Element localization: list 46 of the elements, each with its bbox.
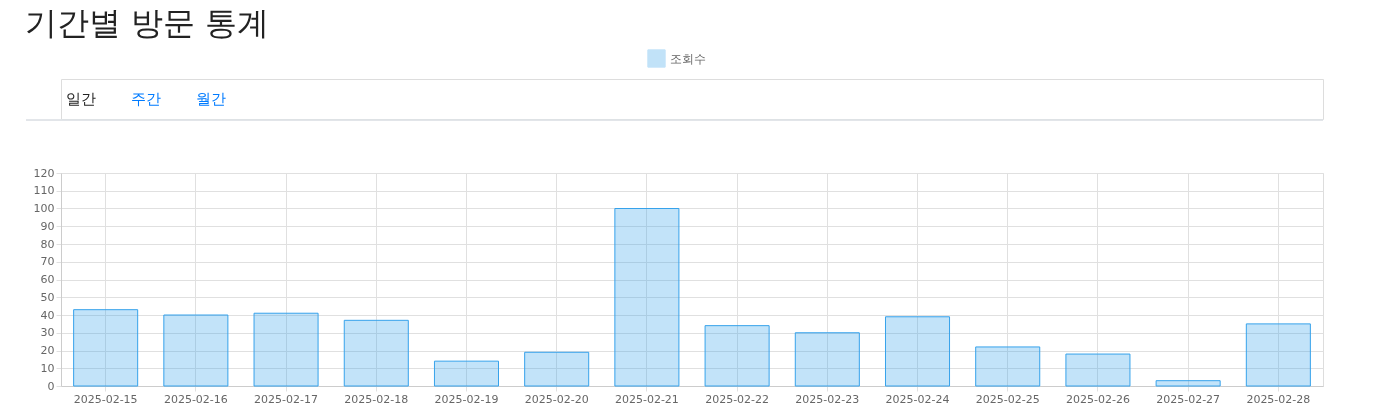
y-tick-label: 40	[40, 308, 55, 322]
chart-title: 기간별 방문 통계	[25, 4, 270, 42]
y-tick-label: 50	[40, 290, 55, 304]
x-tick-label: 2025-02-22	[705, 392, 770, 406]
x-tick-label: 2025-02-24	[885, 392, 950, 406]
y-tick-label: 30	[40, 326, 55, 340]
x-tick-label: 2025-02-19	[434, 392, 499, 406]
bar	[343, 319, 409, 387]
y-tick-label: 100	[33, 202, 55, 215]
y-tick-label: 80	[40, 237, 55, 251]
bar	[524, 351, 590, 387]
bar	[433, 360, 500, 387]
bar	[614, 208, 680, 387]
y-tick-label: 110	[33, 184, 55, 198]
x-tick-label: 2025-02-27	[1156, 392, 1221, 406]
bar	[884, 316, 951, 387]
bar	[975, 346, 1041, 387]
bar	[1245, 323, 1311, 387]
y-tick-label: 20	[40, 344, 55, 357]
bar	[163, 314, 229, 387]
y-tick-label: 70	[40, 255, 55, 269]
x-tick-label: 2025-02-20	[524, 392, 589, 406]
bar	[794, 332, 860, 387]
y-tick-label: 0	[47, 379, 55, 393]
x-tick-label: 2025-02-26	[1065, 392, 1130, 406]
x-tick-label: 2025-02-28	[1246, 392, 1311, 406]
text: 주간	[131, 90, 161, 108]
x-tick-label: 2025-02-21	[614, 392, 679, 406]
bar	[704, 325, 770, 387]
text: 일간	[66, 90, 96, 108]
bar	[1065, 353, 1131, 387]
x-tick-label: 2025-02-16	[163, 392, 228, 406]
y-tick-label: 120	[33, 166, 55, 180]
x-tick-label: 2025-02-17	[254, 392, 319, 406]
x-tick-label: 2025-02-15	[73, 392, 138, 406]
bar	[253, 312, 319, 387]
y-tick-label: 60	[40, 273, 55, 286]
bar	[73, 309, 139, 387]
x-tick-label: 2025-02-18	[344, 392, 409, 406]
legend-label: 조회수	[670, 51, 706, 66]
x-tick-label: 2025-02-23	[795, 392, 860, 406]
text: 월간	[196, 90, 226, 108]
y-tick-label: 10	[40, 361, 55, 375]
bar	[1155, 380, 1221, 387]
y-tick-label: 90	[40, 219, 55, 233]
x-tick-label: 2025-02-25	[975, 392, 1040, 406]
